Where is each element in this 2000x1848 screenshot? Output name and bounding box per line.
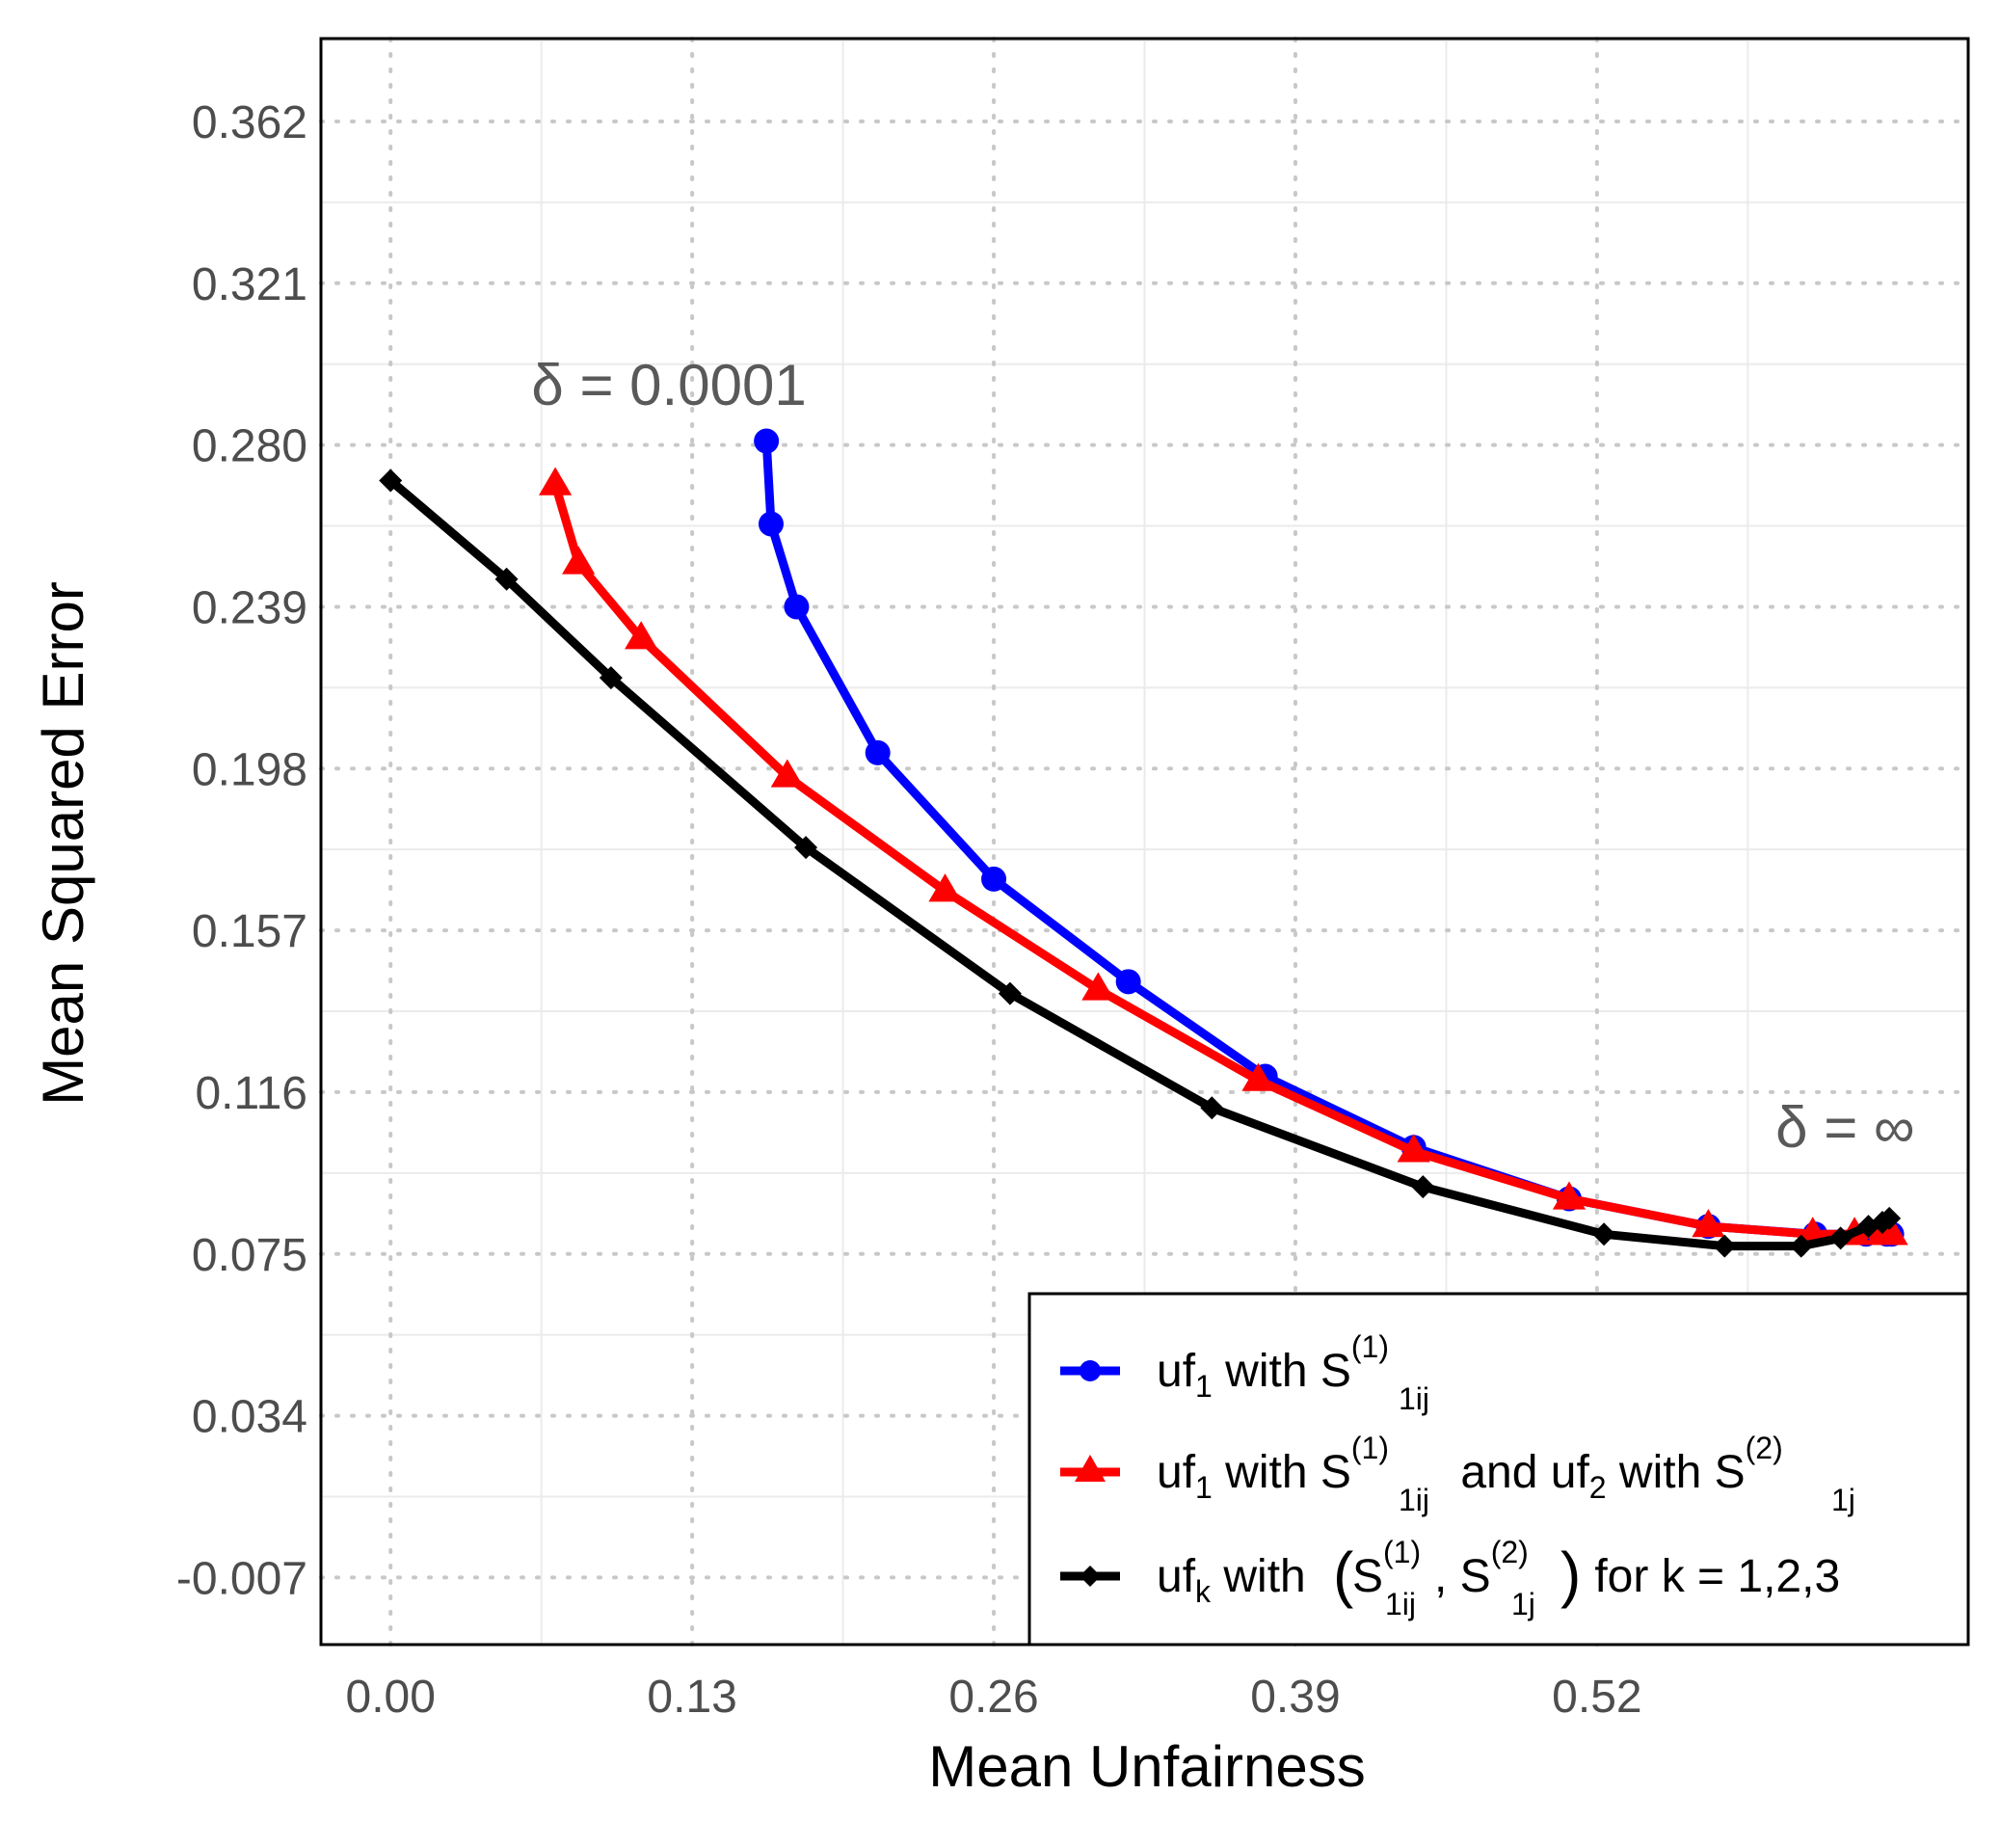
- legend-label-3: ufk with: [1157, 1551, 1319, 1609]
- y-tick-label: 0.239: [192, 582, 307, 633]
- data-point: [1241, 1062, 1275, 1091]
- data-point: [1081, 972, 1115, 1001]
- y-tick-label: 0.280: [192, 421, 307, 472]
- data-point: [754, 428, 780, 454]
- annotation-delta-small: δ = 0.0001: [531, 353, 806, 417]
- y-tick-labels: -0.007 0.034 0.075 0.116 0.157 0.198 0.239 0.28…: [176, 97, 307, 1604]
- data-point: [1828, 1226, 1853, 1250]
- legend-key-marker-1: [1080, 1360, 1101, 1381]
- data-point: [1115, 969, 1141, 995]
- data-point: [379, 469, 403, 493]
- data-point: [981, 866, 1007, 892]
- data-point: [562, 546, 596, 575]
- data-point: [1411, 1175, 1435, 1199]
- data-point: [1592, 1222, 1616, 1246]
- data-point: [1713, 1234, 1737, 1258]
- data-point: [998, 981, 1022, 1005]
- y-tick-label: 0.157: [192, 906, 307, 957]
- legend-label-3-inner: S(1) 1ij, S(2) 1j: [1352, 1535, 1535, 1621]
- y-tick-label: -0.007: [176, 1553, 307, 1604]
- y-tick-label: 0.034: [192, 1392, 307, 1443]
- data-point: [1875, 1217, 1908, 1245]
- y-tick-label: 0.198: [192, 744, 307, 795]
- data-point: [928, 873, 962, 902]
- data-point: [539, 467, 573, 495]
- data-point: [784, 594, 810, 620]
- y-tick-label: 0.321: [192, 259, 307, 310]
- legend-key-marker-3: [1080, 1566, 1101, 1587]
- data-point: [758, 511, 784, 537]
- x-tick-label: 0.00: [346, 1672, 436, 1723]
- grid-minor: [321, 39, 1968, 1645]
- legend-item-3: ufk with ( S(1) 1ij, S(2) 1j ) for k = 1,2…: [1060, 1535, 1840, 1621]
- legend-label-3-tail: for k = 1,2,3: [1582, 1551, 1840, 1602]
- data-point: [1878, 1206, 1902, 1230]
- data-point: [865, 739, 891, 765]
- legend: uf1 with S(1)1ij uf1 with S(1)1ij and uf…: [1027, 1292, 1970, 1647]
- annotation-delta-infinity: δ = ∞: [1775, 1095, 1915, 1160]
- x-tick-labels: 0.00 0.13 0.26 0.39 0.52: [346, 1672, 1642, 1723]
- legend-item-2: uf1 with S(1)1ij and uf2 with S(2)1j: [1060, 1431, 1855, 1517]
- legend-paren-close: ): [1560, 1540, 1581, 1609]
- y-tick-label: 0.362: [192, 97, 307, 148]
- data-point: [625, 621, 658, 650]
- data-point: [794, 836, 818, 860]
- legend-key-marker-2: [1075, 1455, 1106, 1482]
- x-tick-label: 0.13: [647, 1672, 736, 1723]
- x-tick-label: 0.52: [1552, 1672, 1641, 1723]
- data-point: [1692, 1209, 1725, 1238]
- legend-paren-open: (: [1333, 1540, 1353, 1609]
- data-point: [1552, 1181, 1587, 1210]
- y-tick-label: 0.116: [195, 1068, 307, 1119]
- data-point: [770, 759, 804, 788]
- data-point: [1397, 1134, 1430, 1163]
- legend-label-1: uf1 with S(1)1ij: [1157, 1329, 1429, 1416]
- series-3: [379, 469, 1902, 1258]
- data-point: [599, 666, 623, 690]
- data-point: [494, 567, 519, 591]
- legend-item-1: uf1 with S(1)1ij: [1060, 1329, 1429, 1416]
- y-axis-title: Mean Squared Error: [31, 581, 95, 1106]
- x-tick-label: 0.26: [948, 1672, 1038, 1723]
- legend-label-2: uf1 with S(1)1ij and uf2 with S(2)1j: [1157, 1431, 1855, 1517]
- data-point: [1789, 1234, 1813, 1258]
- series-layer: [379, 428, 1908, 1258]
- x-axis-title: Mean Unfairness: [928, 1734, 1366, 1799]
- y-tick-label: 0.075: [192, 1230, 307, 1281]
- x-tick-label: 0.39: [1250, 1672, 1340, 1723]
- legend-box: [1027, 1292, 1970, 1647]
- data-point: [1200, 1096, 1224, 1120]
